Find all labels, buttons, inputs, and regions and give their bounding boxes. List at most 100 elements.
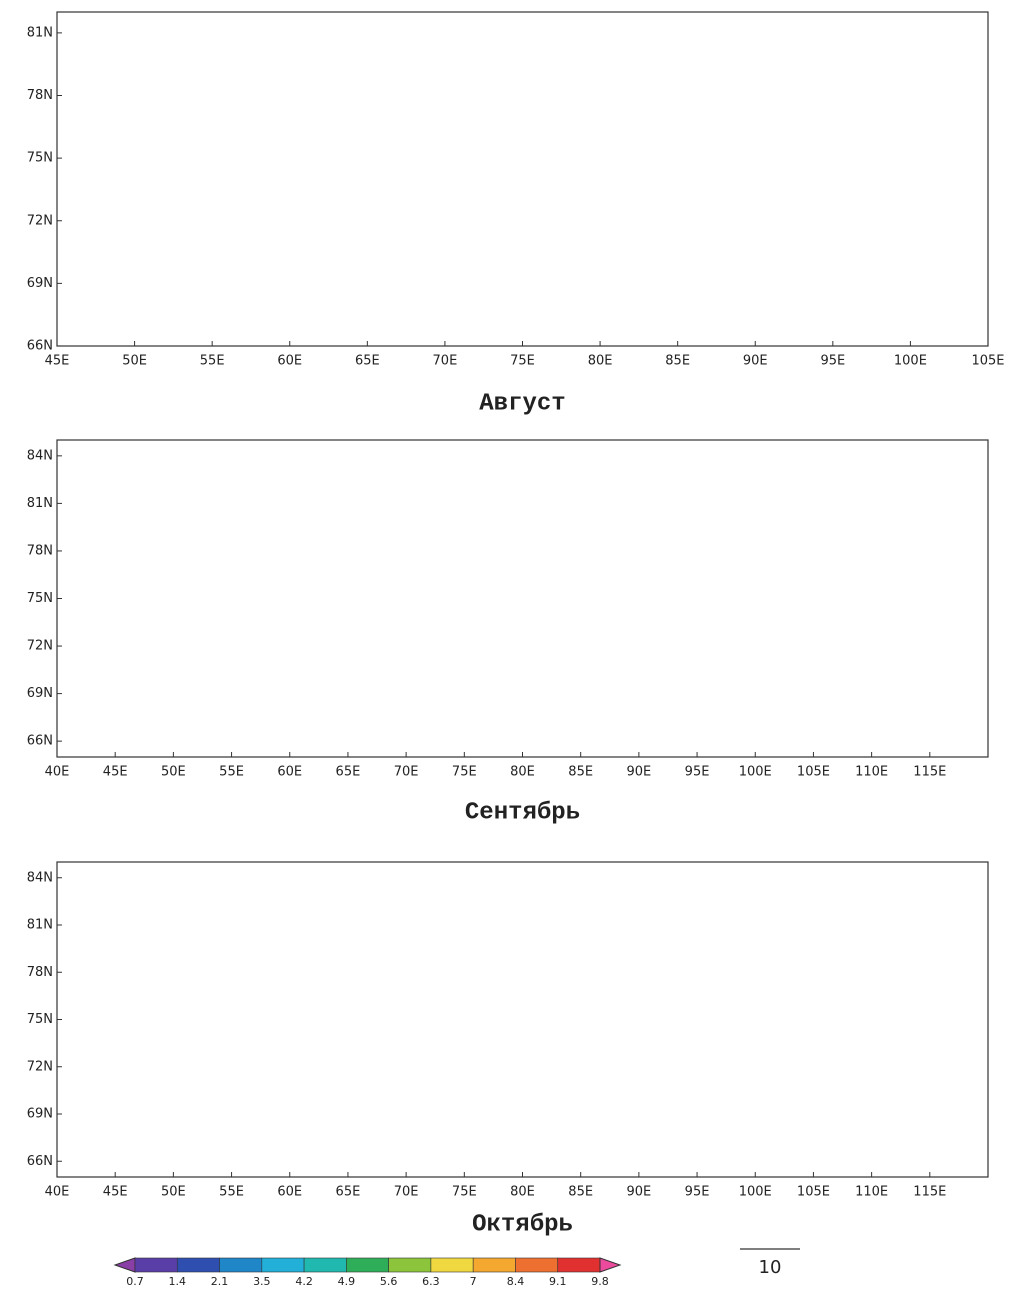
y-tick-label: 81N xyxy=(27,25,53,40)
y-tick-label: 66N xyxy=(27,1154,53,1169)
colorbar-segment xyxy=(557,1257,601,1273)
map-panel: 45E 50E 55E 60E 65E 70E 75E 80E 85E 90E 95E 100E 105… xyxy=(27,11,1005,417)
x-tick-label: 105E xyxy=(797,1185,830,1200)
colorbar-label: 7 xyxy=(470,1275,477,1288)
x-tick-label: 75E xyxy=(452,765,477,780)
colorbar-segment xyxy=(472,1257,516,1273)
y-tick-label: 78N xyxy=(27,543,53,558)
y-tick-label: 81N xyxy=(27,496,53,511)
colorbar-label: 1.4 xyxy=(169,1275,187,1288)
colorbar-label: 6.3 xyxy=(422,1275,440,1288)
x-tick-label: 60E xyxy=(277,765,302,780)
x-tick-label: 85E xyxy=(568,765,593,780)
y-tick-label: 75N xyxy=(27,591,53,606)
colorbar-segment xyxy=(346,1257,389,1273)
x-tick-label: 40E xyxy=(45,765,70,780)
colorbar-label: 5.6 xyxy=(380,1275,398,1288)
colorbar-segment xyxy=(515,1257,559,1273)
y-tick-label: 75N xyxy=(27,1012,53,1027)
x-tick-label: 80E xyxy=(588,354,613,369)
colorbar-segment xyxy=(261,1257,305,1273)
x-tick-label: 45E xyxy=(103,1185,128,1200)
x-tick-label: 105E xyxy=(971,354,1004,369)
x-tick-label: 100E xyxy=(894,354,927,369)
colorbar-label: 3.5 xyxy=(253,1275,271,1288)
x-tick-label: 75E xyxy=(452,1185,477,1200)
colorbar-segment xyxy=(303,1257,347,1273)
map-panel: 40E 45E 50E 55E 60E 65E 70E 75E 80E 85E 90E 95E 100E… xyxy=(27,861,989,1238)
map-frame xyxy=(56,11,989,347)
colorbar-label: 4.2 xyxy=(295,1275,313,1288)
x-tick-label: 55E xyxy=(219,1185,244,1200)
y-tick-label: 78N xyxy=(27,88,53,103)
colorbar-label: 8.4 xyxy=(507,1275,525,1288)
x-tick-label: 80E xyxy=(510,765,535,780)
x-tick-label: 90E xyxy=(626,765,651,780)
x-tick-label: 100E xyxy=(739,765,772,780)
y-tick-label: 72N xyxy=(27,213,53,228)
x-tick-label: 70E xyxy=(394,1185,419,1200)
x-tick-label: 50E xyxy=(122,354,147,369)
colorbar-label: 4.9 xyxy=(338,1275,356,1288)
y-tick-label: 69N xyxy=(27,1107,53,1122)
colorbar-label: 9.8 xyxy=(591,1275,609,1288)
y-tick-label: 69N xyxy=(27,686,53,701)
x-tick-label: 65E xyxy=(336,1185,361,1200)
y-tick-label: 72N xyxy=(27,1059,53,1074)
map-panel: 40E 45E 50E 55E 60E 65E 70E 75E 80E 85E 90E 95E 100E… xyxy=(27,439,989,826)
x-tick-label: 90E xyxy=(743,354,768,369)
x-tick-label: 110E xyxy=(855,765,888,780)
colorbar-label: 9.1 xyxy=(549,1275,567,1288)
colorbar-end xyxy=(113,1257,136,1273)
x-tick-label: 80E xyxy=(510,1185,535,1200)
y-tick-label: 78N xyxy=(27,965,53,980)
x-tick-label: 100E xyxy=(739,1185,772,1200)
x-tick-label: 40E xyxy=(45,1185,70,1200)
x-tick-label: 115E xyxy=(913,765,946,780)
x-tick-label: 95E xyxy=(820,354,845,369)
x-tick-label: 50E xyxy=(161,765,186,780)
reference-label: 10 xyxy=(759,1257,782,1278)
colorbar-segment xyxy=(219,1257,263,1273)
x-tick-label: 90E xyxy=(626,1185,651,1200)
colorbar-segment xyxy=(430,1257,474,1273)
colorbar-label: 0.7 xyxy=(126,1275,144,1288)
map-frame xyxy=(56,439,989,758)
colorbar-end xyxy=(599,1257,622,1273)
x-tick-label: 75E xyxy=(510,354,535,369)
y-tick-label: 84N xyxy=(27,448,53,463)
x-tick-label: 55E xyxy=(219,765,244,780)
colorbar-segment xyxy=(134,1257,178,1273)
x-tick-label: 115E xyxy=(913,1185,946,1200)
x-tick-label: 105E xyxy=(797,765,830,780)
x-tick-label: 50E xyxy=(161,1185,186,1200)
x-tick-label: 65E xyxy=(355,354,380,369)
y-tick-label: 81N xyxy=(27,918,53,933)
y-tick-label: 72N xyxy=(27,639,53,654)
x-tick-label: 70E xyxy=(433,354,458,369)
x-tick-label: 55E xyxy=(200,354,225,369)
y-tick-label: 75N xyxy=(27,151,53,166)
map-frame xyxy=(56,861,989,1178)
x-tick-label: 85E xyxy=(568,1185,593,1200)
x-tick-label: 85E xyxy=(665,354,690,369)
x-tick-label: 45E xyxy=(45,354,70,369)
x-tick-label: 70E xyxy=(394,765,419,780)
panel-title: Октябрь xyxy=(472,1211,573,1238)
x-tick-label: 95E xyxy=(685,1185,710,1200)
x-tick-label: 60E xyxy=(277,1185,302,1200)
x-tick-label: 60E xyxy=(277,354,302,369)
x-tick-label: 45E xyxy=(103,765,128,780)
x-tick-label: 110E xyxy=(855,1185,888,1200)
colorbar-segment xyxy=(388,1257,432,1273)
x-tick-label: 65E xyxy=(336,765,361,780)
colorbar-label: 2.1 xyxy=(211,1275,229,1288)
x-tick-label: 95E xyxy=(685,765,710,780)
y-tick-label: 66N xyxy=(27,734,53,749)
colorbar-segment xyxy=(176,1257,220,1273)
y-tick-label: 66N xyxy=(27,339,53,354)
panel-title: Сентябрь xyxy=(465,799,580,826)
y-tick-label: 84N xyxy=(27,870,53,885)
y-tick-label: 69N xyxy=(27,276,53,291)
